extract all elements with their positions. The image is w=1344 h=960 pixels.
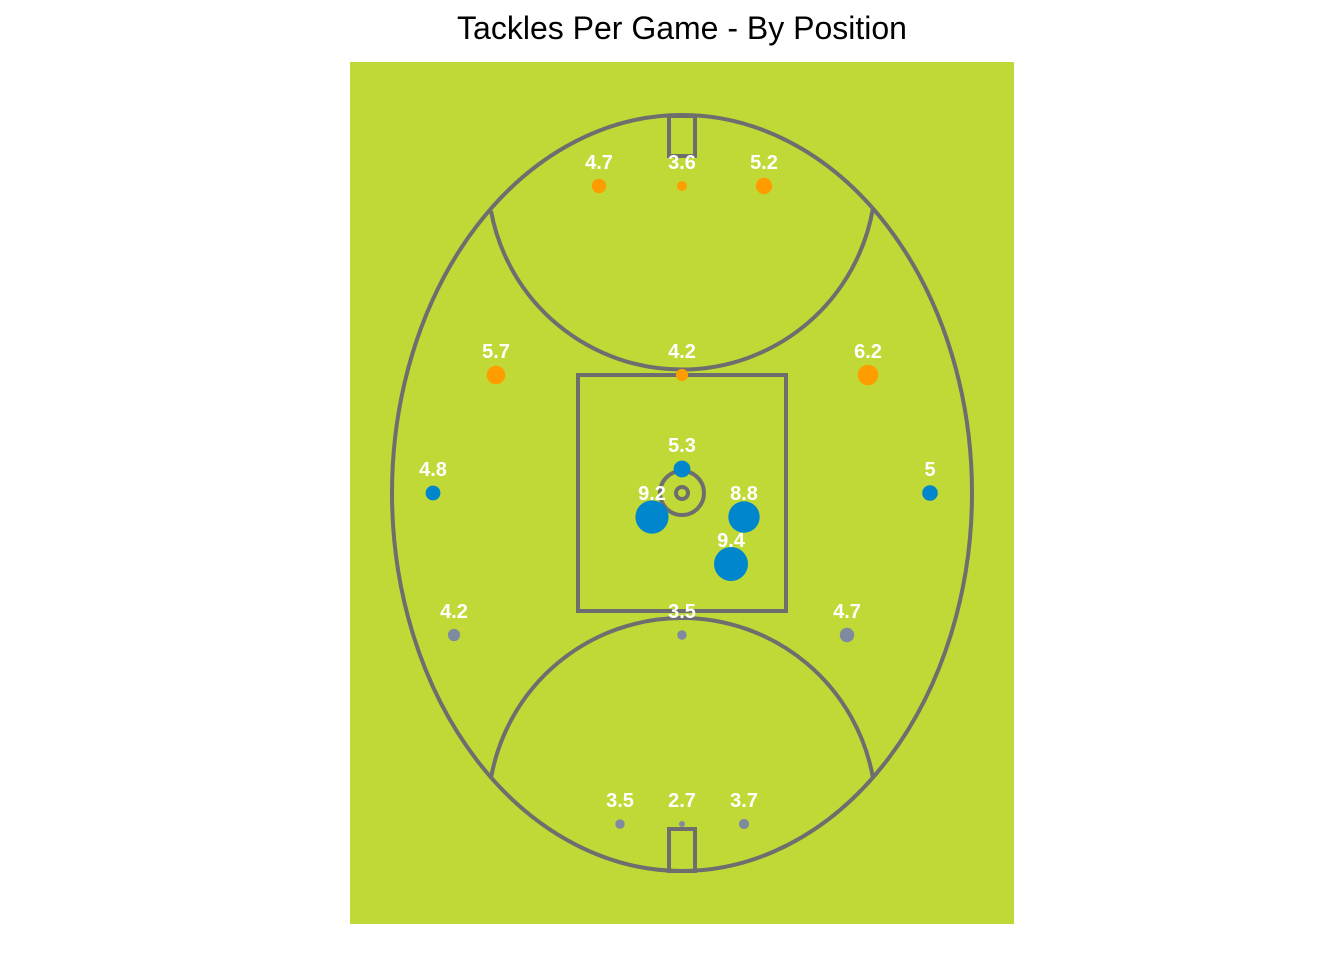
point-forward bbox=[591, 178, 607, 194]
point-forward bbox=[675, 368, 689, 382]
position-points: 4.7 3.6 5.2 5.7 4.2 6.2 5.3 4.8 5 9.2 8.8 9.4 4.2 3.5… bbox=[419, 152, 938, 830]
point-back bbox=[447, 628, 461, 642]
point-forward bbox=[857, 364, 879, 386]
point-label: 9.2 bbox=[638, 483, 666, 505]
point-forward bbox=[755, 177, 773, 195]
chart-title: Tackles Per Game - By Position bbox=[457, 10, 907, 46]
point-label: 3.5 bbox=[606, 790, 634, 812]
point-label: 6.2 bbox=[854, 341, 882, 363]
point-label: 4.7 bbox=[833, 601, 861, 623]
point-midfield bbox=[635, 500, 669, 534]
point-label: 5.2 bbox=[750, 152, 778, 174]
point-back bbox=[679, 821, 685, 827]
point-label: 3.7 bbox=[730, 790, 758, 812]
point-label: 4.2 bbox=[668, 341, 696, 363]
point-label: 4.2 bbox=[440, 601, 468, 623]
point-back bbox=[738, 818, 750, 830]
point-label: 9.4 bbox=[717, 530, 746, 552]
point-label: 4.7 bbox=[585, 152, 613, 174]
point-back bbox=[615, 819, 625, 829]
point-forward bbox=[677, 181, 687, 191]
point-midfield bbox=[425, 485, 441, 501]
point-midfield bbox=[673, 460, 691, 478]
point-label: 5.7 bbox=[482, 341, 510, 363]
point-label: 5.3 bbox=[668, 435, 696, 457]
bottom-goal-square bbox=[667, 827, 697, 873]
centre-dot bbox=[674, 485, 690, 501]
point-label: 5 bbox=[924, 459, 935, 481]
point-midfield bbox=[728, 501, 760, 533]
point-label: 3.5 bbox=[668, 601, 696, 623]
point-label: 4.8 bbox=[419, 459, 447, 481]
point-back bbox=[839, 627, 855, 643]
field-background bbox=[350, 62, 1014, 924]
point-forward bbox=[486, 365, 506, 385]
point-label: 8.8 bbox=[730, 483, 758, 505]
point-midfield bbox=[714, 547, 748, 581]
bottom-fifty-arc bbox=[489, 616, 875, 779]
point-label: 3.6 bbox=[668, 152, 696, 174]
point-back bbox=[677, 630, 687, 640]
point-midfield bbox=[922, 485, 938, 501]
top-goal-square bbox=[667, 114, 697, 158]
point-label: 2.7 bbox=[668, 790, 696, 812]
